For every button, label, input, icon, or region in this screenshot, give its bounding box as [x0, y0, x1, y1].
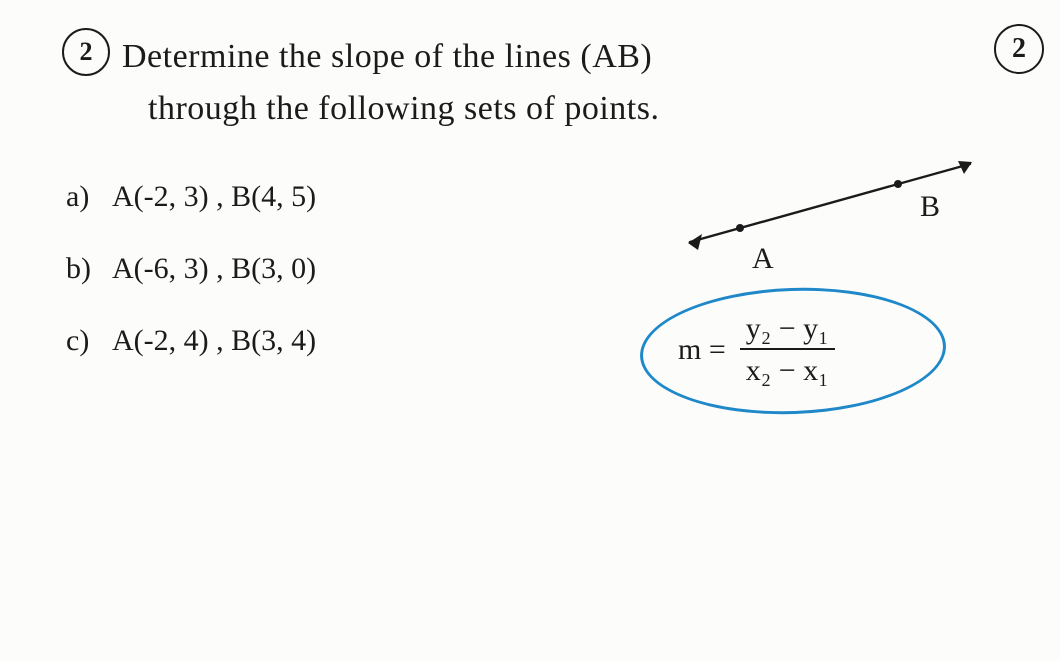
part-b-text: A(-6, 3) , B(3, 0) — [112, 252, 316, 286]
formula-numerator: y₂ − y₁ — [740, 312, 835, 348]
part-c-label: c) — [66, 324, 89, 358]
title-line-2: through the following sets of points. — [148, 86, 659, 132]
point-b-label: B — [920, 190, 940, 224]
line-ab-diagram — [680, 152, 990, 262]
formula-fraction: y₂ − y₁ x₂ − x₁ — [740, 312, 835, 388]
part-a-text: A(-2, 3) , B(4, 5) — [112, 180, 316, 214]
point-b-dot — [894, 180, 902, 188]
formula-denominator: x₂ − x₁ — [740, 348, 835, 388]
problem-number-right: 2 — [994, 24, 1044, 74]
point-a-label: A — [752, 242, 774, 276]
arrowtail-icon — [688, 234, 702, 250]
slope-formula: m = y₂ − y₁ x₂ − x₁ — [678, 312, 835, 388]
part-b-label: b) — [66, 252, 91, 286]
formula-lhs: m = — [678, 333, 726, 367]
part-c-text: A(-2, 4) , B(3, 4) — [112, 324, 316, 358]
page: { "problem": { "number_left": "2", "numb… — [0, 0, 1060, 661]
problem-number-left: 2 — [62, 28, 110, 76]
point-a-dot — [736, 224, 744, 232]
title-line-1: Determine the slope of the lines (AB) — [122, 34, 652, 80]
part-a-label: a) — [66, 180, 89, 214]
